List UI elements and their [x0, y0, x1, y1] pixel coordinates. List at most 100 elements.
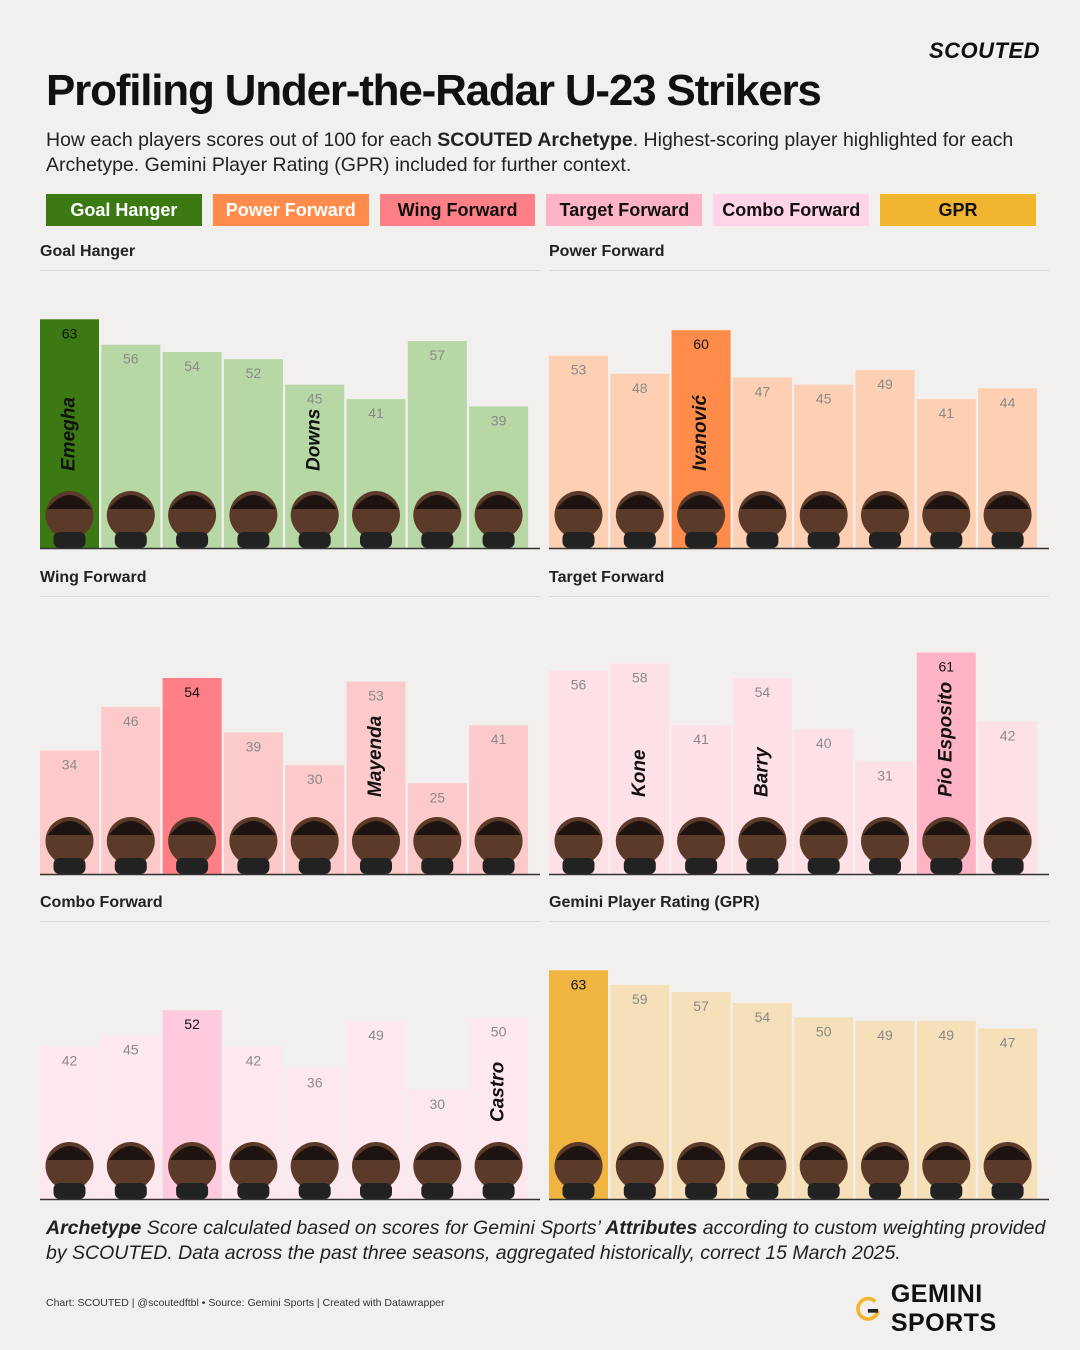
- goal-hanger-chart: 63 56 54 52 45 41 57 39 Emegha Downs: [40, 319, 540, 550]
- bar-value-label: 49: [368, 1027, 384, 1043]
- gpr-chart: 63 59 57 54 50 49 49 47: [549, 970, 1049, 1201]
- bar-value-label: 49: [939, 1027, 955, 1043]
- player-shirt-icon: [114, 1183, 147, 1199]
- player-hair-icon: [679, 821, 724, 835]
- player-name-label: Ivanović: [690, 395, 711, 471]
- player-shirt-icon: [237, 1183, 270, 1199]
- panel-target-forward: Target Forward 56 58 41 54 40 31 61 42 Kone Barry…: [549, 569, 1049, 879]
- player-hair-icon: [415, 821, 460, 835]
- player-shirt-icon: [360, 532, 392, 548]
- player-hair-icon: [924, 495, 969, 509]
- panel-goal-hanger: Goal Hanger 63 56 54 52 45 41 57 39 Emegha Downs: [40, 243, 540, 553]
- player-hair-icon: [985, 1146, 1030, 1160]
- player-hair-icon: [476, 1146, 521, 1160]
- player-hair-icon: [556, 821, 601, 835]
- bar-value-label: 41: [693, 731, 709, 747]
- footnote: Archetype Score calculated based on scor…: [46, 1217, 1046, 1264]
- panel-power-forward: Power Forward 53 48 60 47 45 49 41 44 Ivanović: [549, 243, 1049, 553]
- bar-value-label: 54: [184, 684, 200, 700]
- bar-value-label: 41: [491, 731, 507, 747]
- player-hair-icon: [476, 821, 521, 835]
- player-hair-icon: [170, 1146, 215, 1160]
- gemini-logo-icon: [856, 1296, 880, 1321]
- bar-value-label: 40: [816, 735, 832, 751]
- player-shirt-icon: [114, 858, 147, 874]
- player-hair-icon: [354, 1146, 398, 1160]
- player-hair-icon: [863, 821, 907, 835]
- bar-value-label: 60: [693, 336, 709, 352]
- player-shirt-icon: [114, 532, 147, 548]
- player-hair-icon: [556, 495, 601, 509]
- player-shirt-icon: [237, 532, 270, 548]
- player-shirt-icon: [562, 532, 595, 548]
- bar-value-label: 50: [816, 1024, 832, 1040]
- player-hair-icon: [863, 495, 907, 509]
- player-shirt-icon: [869, 532, 901, 548]
- player-shirt-icon: [623, 858, 656, 874]
- bar-value-label: 47: [1000, 1034, 1016, 1050]
- target-forward-chart: 56 58 41 54 40 31 61 42 Kone Barry Pio Esposito: [549, 652, 1049, 876]
- player-shirt-icon: [482, 532, 515, 548]
- bar-value-label: 45: [816, 391, 832, 407]
- bar-value-label: 39: [491, 412, 507, 428]
- bar-value-label: 30: [430, 1096, 446, 1112]
- player-hair-icon: [801, 1146, 846, 1160]
- panel-divider: [40, 596, 540, 597]
- panel-combo-forward: Combo Forward 42 45 52 42 36 49 30 50 Castro: [40, 894, 540, 1204]
- player-shirt-icon: [421, 858, 454, 874]
- player-shirt-icon: [685, 1183, 718, 1199]
- panel-wing-forward: Wing Forward 34 46 54 39 30 53 25 41 Mayenda: [40, 569, 540, 879]
- bar-value-label: 63: [62, 325, 78, 341]
- panel-divider: [40, 921, 540, 922]
- bar-value-label: 56: [571, 677, 587, 693]
- player-hair-icon: [924, 1146, 969, 1160]
- bar-value-label: 58: [632, 669, 648, 685]
- player-hair-icon: [679, 1146, 724, 1160]
- panel-divider: [549, 596, 1049, 597]
- player-shirt-icon: [421, 1183, 454, 1199]
- bar-value-label: 42: [246, 1053, 262, 1069]
- player-shirt-icon: [807, 532, 840, 548]
- bar-value-label: 44: [1000, 394, 1016, 410]
- panel-title: Target Forward: [549, 569, 665, 586]
- player-hair-icon: [415, 495, 460, 509]
- bar-value-label: 42: [62, 1053, 78, 1069]
- scouted-brand: SCOUTED: [928, 38, 1040, 63]
- player-shirt-icon: [176, 1183, 209, 1199]
- player-shirt-icon: [746, 858, 779, 874]
- archetype-legend: Goal Hanger Power Forward Wing Forward T…: [46, 194, 1036, 226]
- panel-divider: [549, 270, 1049, 271]
- player-shirt-icon: [807, 858, 840, 874]
- player-hair-icon: [740, 821, 785, 835]
- player-shirt-icon: [298, 858, 331, 874]
- player-hair-icon: [292, 1146, 337, 1160]
- player-hair-icon: [47, 1146, 92, 1160]
- bar-value-label: 54: [755, 1009, 771, 1025]
- player-hair-icon: [47, 495, 92, 509]
- bar-value-label: 59: [632, 991, 648, 1007]
- player-name-label: Mayenda: [365, 715, 386, 797]
- player-hair-icon: [170, 495, 215, 509]
- bar-value-label: 30: [307, 771, 323, 787]
- player-shirt-icon: [685, 532, 718, 548]
- bar-value-label: 42: [1000, 728, 1016, 744]
- panel-title: Goal Hanger: [40, 243, 136, 260]
- bar-value-label: 45: [123, 1042, 139, 1058]
- player-name-label: Emegha: [59, 397, 80, 471]
- player-shirt-icon: [298, 532, 331, 548]
- player-hair-icon: [617, 1146, 662, 1160]
- player-shirt-icon: [685, 858, 718, 874]
- legend-combo-forward: Combo Forward: [713, 194, 870, 226]
- player-shirt-icon: [746, 532, 779, 548]
- player-shirt-icon: [991, 1183, 1024, 1199]
- bar-value-label: 46: [123, 713, 139, 729]
- player-shirt-icon: [807, 1183, 840, 1199]
- power-forward-chart: 53 48 60 47 45 49 41 44 Ivanović: [549, 330, 1049, 550]
- bar-value-label: 63: [571, 976, 587, 992]
- player-shirt-icon: [930, 532, 963, 548]
- bar-value-label: 48: [632, 380, 648, 396]
- player-hair-icon: [740, 495, 785, 509]
- player-hair-icon: [740, 1146, 785, 1160]
- legend-goal-hanger: Goal Hanger: [46, 194, 202, 226]
- bar-value-label: 41: [368, 405, 384, 421]
